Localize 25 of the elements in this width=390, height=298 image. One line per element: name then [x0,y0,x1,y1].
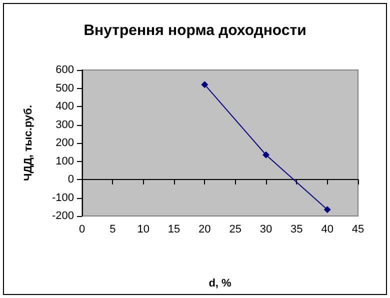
x-tick-label: 40 [321,224,334,236]
x-tick-label: 25 [229,224,242,236]
y-tick-label: 300 [56,118,74,131]
x-tick-label: 5 [110,224,116,236]
y-tick-label: 100 [56,155,74,168]
x-axis-title: d, % [208,278,232,290]
y-tick-label: 600 [56,64,74,76]
x-tick-label: 30 [260,224,272,236]
y-tick-label: -200 [52,210,74,222]
y-tick-label: 400 [56,100,74,112]
x-tick-label: 15 [168,224,180,236]
y-tick-label: 200 [56,137,74,149]
x-tick-label: 20 [198,224,211,236]
y-tick-label: 0 [68,174,74,186]
x-tick-label: 35 [290,224,303,236]
point [262,151,270,158]
point [324,206,331,214]
y-tick-label: -100 [52,192,74,204]
x-tick-label: 10 [137,224,150,236]
point [201,81,208,88]
x-tick-label: 0 [78,224,86,236]
x-tick-label: 45 [352,224,364,236]
chart-title: Внутрення норма доходности [84,22,306,39]
y-tick-label: 500 [56,82,74,94]
y-axis-title: ЧДД, тыс.руб. [22,104,34,182]
